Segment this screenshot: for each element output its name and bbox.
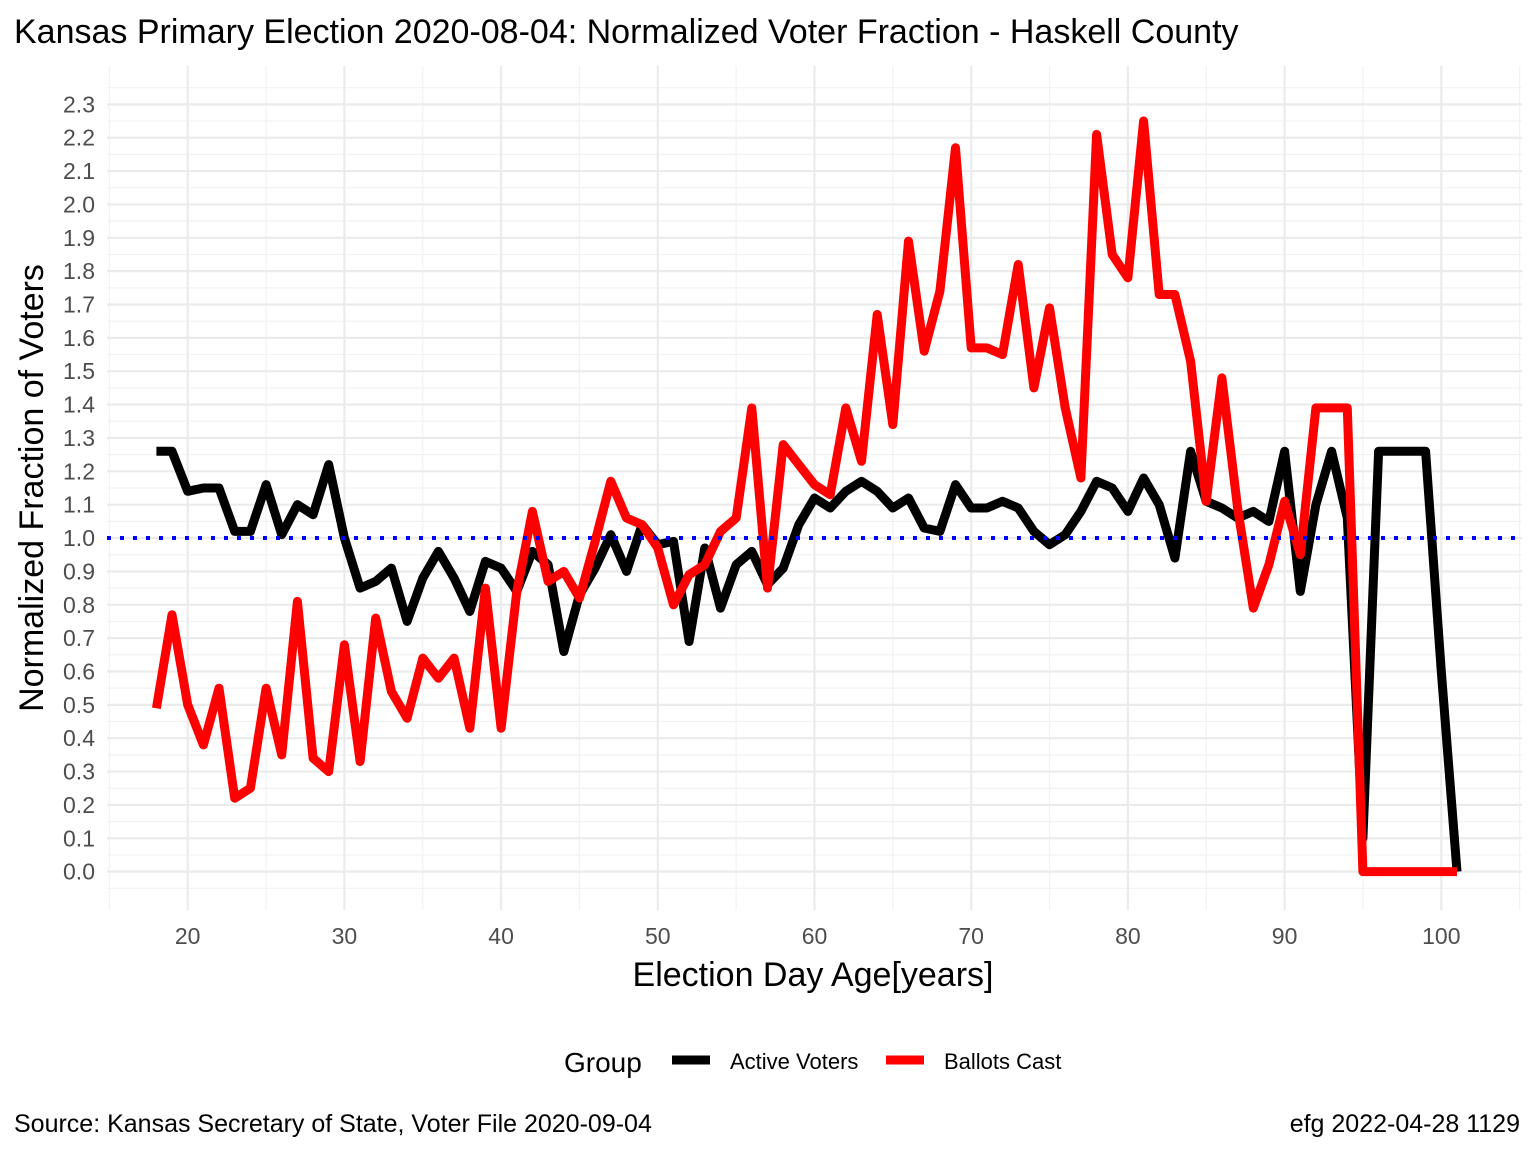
- y-tick-label: 1.4: [63, 392, 95, 418]
- y-tick-label: 0.2: [63, 792, 95, 818]
- y-tick-label: 2.2: [63, 125, 95, 151]
- x-axis-label: Election Day Age[years]: [633, 956, 994, 994]
- source-caption: Source: Kansas Secretary of State, Voter…: [14, 1110, 652, 1138]
- legend-label-active-voters: Active Voters: [730, 1049, 858, 1074]
- x-tick-label: 100: [1422, 923, 1460, 949]
- legend-label-ballots-cast: Ballots Cast: [944, 1049, 1061, 1074]
- y-tick-label: 1.6: [63, 325, 95, 351]
- y-tick-label: 1.5: [63, 358, 95, 384]
- y-axis-label: Normalized Fraction of Voters: [13, 264, 51, 712]
- y-tick-label: 0.1: [63, 825, 95, 851]
- legend-title: Group: [564, 1047, 642, 1078]
- y-tick-label: 2.0: [63, 191, 95, 217]
- x-tick-label: 40: [488, 923, 514, 949]
- y-tick-label: 0.7: [63, 625, 95, 651]
- x-axis-tick-labels: 20 30 40 50 60 70 80 90 100: [175, 923, 1461, 949]
- y-tick-label: 2.1: [63, 158, 95, 184]
- y-tick-label: 0.3: [63, 759, 95, 785]
- x-tick-label: 30: [332, 923, 358, 949]
- x-tick-label: 90: [1272, 923, 1298, 949]
- x-tick-label: 80: [1115, 923, 1141, 949]
- y-tick-label: 0.9: [63, 558, 95, 584]
- x-tick-label: 70: [958, 923, 984, 949]
- y-tick-label: 1.3: [63, 425, 95, 451]
- y-tick-label: 2.3: [63, 91, 95, 117]
- y-tick-label: 0.5: [63, 692, 95, 718]
- y-tick-label: 0.8: [63, 592, 95, 618]
- y-tick-label: 1.7: [63, 292, 95, 318]
- y-tick-label: 1.0: [63, 525, 95, 551]
- legend: Group Active Voters Ballots Cast: [564, 1047, 1061, 1078]
- y-tick-label: 1.8: [63, 258, 95, 284]
- y-tick-label: 0.4: [63, 725, 95, 751]
- series-line-active-voters: [156, 446, 1462, 872]
- x-tick-label: 50: [645, 923, 671, 949]
- y-tick-label: 0.0: [63, 859, 95, 885]
- y-axis-tick-labels: 0.0 0.1 0.2 0.3 0.4 0.5 0.6 0.7 0.8 0.9 1.0 1.1 1.2 1…: [63, 91, 95, 884]
- series-layer: [107, 116, 1522, 877]
- y-tick-label: 1.2: [63, 458, 95, 484]
- series-line-ballots-cast: [151, 116, 1457, 877]
- y-tick-label: 1.1: [63, 492, 95, 518]
- x-tick-label: 60: [802, 923, 828, 949]
- y-tick-label: 0.6: [63, 658, 95, 684]
- chart-title: Kansas Primary Election 2020-08-04: Norm…: [14, 13, 1239, 51]
- timestamp-caption: efg 2022-04-28 1129: [1290, 1110, 1520, 1138]
- y-tick-label: 1.9: [63, 225, 95, 251]
- x-tick-label: 20: [175, 923, 201, 949]
